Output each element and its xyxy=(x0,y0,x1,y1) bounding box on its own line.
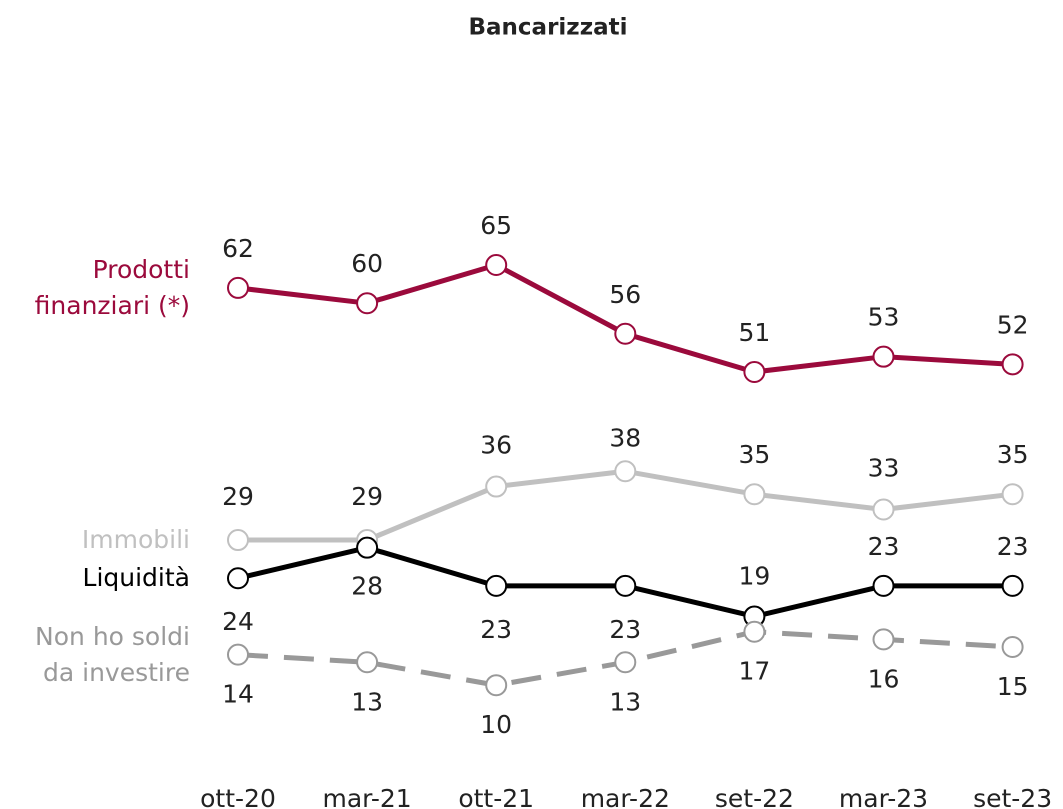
point-marker xyxy=(872,574,895,597)
data-label: 36 xyxy=(480,431,512,460)
x-tick-label: ott-21 xyxy=(458,784,534,809)
point-marker xyxy=(1001,636,1024,658)
point-marker xyxy=(872,498,895,521)
data-label: 17 xyxy=(738,657,770,686)
point-marker xyxy=(743,620,766,643)
data-label: 24 xyxy=(222,607,254,636)
point-marker xyxy=(1001,353,1024,376)
point-marker xyxy=(614,651,637,674)
data-label: 62 xyxy=(222,234,254,263)
point-marker xyxy=(743,360,766,383)
data-label: 19 xyxy=(738,561,770,590)
data-label: 15 xyxy=(997,672,1029,701)
data-label: 53 xyxy=(868,303,900,332)
data-label: 23 xyxy=(997,532,1029,561)
data-label: 29 xyxy=(222,482,254,511)
point-marker xyxy=(485,574,508,597)
x-tick-label: ott-20 xyxy=(200,784,276,809)
x-tick-label: set-22 xyxy=(715,784,794,809)
data-label: 23 xyxy=(609,615,641,644)
point-marker xyxy=(872,628,895,651)
point-marker xyxy=(614,574,637,597)
data-label: 33 xyxy=(868,453,900,482)
point-marker xyxy=(227,567,249,590)
series-label: Immobili xyxy=(81,525,190,555)
series-label: Non ho soldi da investire xyxy=(35,621,190,687)
series-label: Prodotti finanziari (*) xyxy=(34,254,190,320)
chart-title: Bancarizzati xyxy=(469,15,628,41)
point-marker xyxy=(872,345,895,368)
point-marker xyxy=(614,460,637,483)
data-label: 51 xyxy=(738,318,770,347)
data-label: 13 xyxy=(351,687,383,716)
x-tick-label: set-23 xyxy=(973,784,1052,809)
point-marker xyxy=(227,529,249,552)
data-label: 29 xyxy=(351,482,383,511)
data-label: 52 xyxy=(997,310,1029,339)
x-tick-label: mar-22 xyxy=(581,784,670,809)
data-label: 65 xyxy=(480,211,512,240)
data-label: 14 xyxy=(222,680,254,709)
data-label: 23 xyxy=(868,532,900,561)
point-marker xyxy=(743,483,766,506)
data-label: 38 xyxy=(609,423,641,452)
point-marker xyxy=(356,651,379,674)
data-label: 13 xyxy=(609,687,641,716)
data-label: 35 xyxy=(997,440,1029,469)
point-marker xyxy=(1001,483,1024,506)
x-tick-label: mar-21 xyxy=(323,784,412,809)
point-marker xyxy=(356,292,379,315)
point-marker xyxy=(485,475,508,498)
point-marker xyxy=(227,643,249,666)
data-label: 60 xyxy=(351,249,383,278)
point-marker xyxy=(614,322,637,345)
data-label: 28 xyxy=(351,572,383,601)
point-marker xyxy=(356,536,379,559)
data-label: 23 xyxy=(480,615,512,644)
data-label: 16 xyxy=(868,664,900,693)
data-label: 10 xyxy=(480,710,512,739)
data-label: 56 xyxy=(609,280,641,309)
data-label: 35 xyxy=(738,440,770,469)
point-marker xyxy=(485,254,508,276)
point-marker xyxy=(1001,574,1024,597)
point-marker xyxy=(485,674,508,697)
x-tick-label: mar-23 xyxy=(839,784,928,809)
point-marker xyxy=(227,276,249,299)
series-label: Liquidità xyxy=(82,563,190,593)
